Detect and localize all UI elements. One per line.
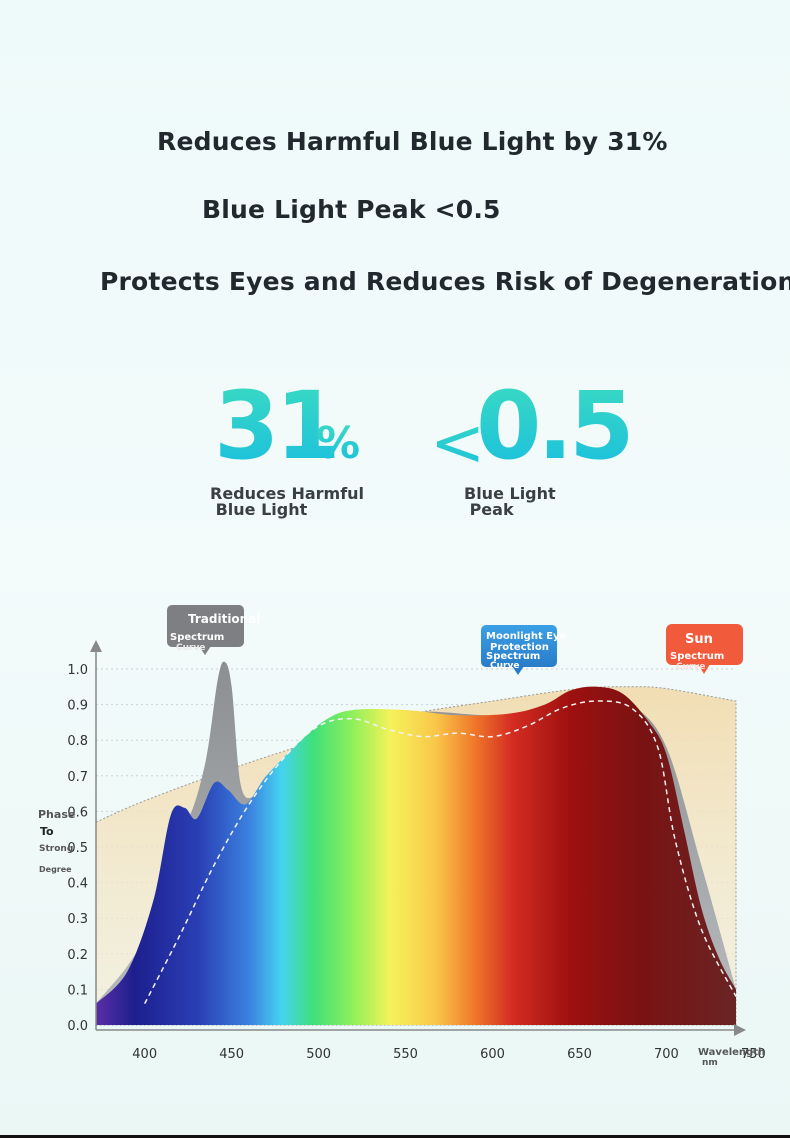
sun-curve-tag: Sun Spectrum Curve: [666, 624, 743, 674]
y-axis-label-line3: Strong: [39, 844, 73, 854]
y-tick-label: 0.3: [67, 912, 88, 927]
traditional-tag-sub1: Spectrum: [170, 632, 224, 643]
sun-tag-title: Sun: [685, 632, 713, 647]
bottom-border: [0, 1135, 790, 1138]
stat-peak-value: 0.5: [476, 372, 635, 481]
sun-tag-sub2: Curve: [676, 662, 705, 672]
headline-eye-protection: Protects Eyes and Reduces Risk of Degene…: [100, 267, 790, 296]
moonlight-tag-sub3: Curve: [490, 661, 519, 671]
x-tick-label: 450: [219, 1047, 244, 1062]
stat-31-value: 31: [214, 372, 341, 481]
stat-31-caption: Reduces Harmful Blue Light: [210, 484, 365, 519]
x-tick-label: 550: [393, 1047, 418, 1062]
stat-peak-prefix: <: [430, 404, 486, 481]
sun-tag-sub1: Spectrum: [670, 651, 724, 662]
y-tick-labels: 0.0 0.1 0.2 0.3 0.4 0.5 0.6 0.7 0.8 0.9 1.0: [67, 663, 88, 1034]
y-tick-label: 1.0: [67, 663, 88, 678]
spectrum-chart: 0.0 0.1 0.2 0.3 0.4 0.5 0.6 0.7 0.8 0.9 1.0 400 450…: [38, 605, 766, 1068]
traditional-tag-sub2: Curve: [176, 643, 205, 653]
headline-blue-light-peak: Blue Light Peak <0.5: [202, 195, 501, 224]
y-axis-label-line1: Phase: [38, 808, 75, 821]
x-tick-label: 700: [654, 1047, 679, 1062]
y-tick-label: 0.0: [67, 1019, 88, 1034]
y-tick-label: 0.6: [67, 805, 88, 820]
y-tick-label: 0.4: [67, 877, 88, 892]
y-tick-label: 0.9: [67, 699, 88, 714]
y-tick-label: 0.5: [67, 841, 88, 856]
x-tick-label: 500: [306, 1047, 331, 1062]
moonlight-tag-title: Moonlight Eye: [486, 631, 567, 642]
traditional-curve-tag: Traditional Spectrum Curve: [167, 605, 260, 655]
x-tick-label: 650: [567, 1047, 592, 1062]
stat-31-unit: %: [316, 418, 361, 469]
moonlight-tag-sub1: Protection: [490, 642, 549, 653]
x-axis-label-line2: nm: [702, 1058, 718, 1068]
y-tick-label: 0.2: [67, 948, 88, 963]
traditional-tag-title: Traditional: [188, 612, 260, 626]
x-axis-arrow: [734, 1024, 746, 1036]
moonlight-tag-sub2: Spectrum: [486, 651, 540, 662]
moonlight-spectrum-area: [96, 686, 736, 1025]
x-tick-labels: 400 450 500 550 600 650 700 750: [132, 1047, 766, 1062]
y-tick-label: 0.7: [67, 770, 88, 785]
y-axis-label-line4: Degree: [39, 865, 72, 874]
stat-peak-caption: Blue Light Peak: [464, 484, 556, 519]
reference-dashed-curve: [144, 700, 737, 1004]
x-tick-label: 600: [480, 1047, 505, 1062]
x-tick-label: 400: [132, 1047, 157, 1062]
y-tick-label: 0.1: [67, 983, 88, 998]
headline-blue-light-reduction: Reduces Harmful Blue Light by 31%: [157, 127, 668, 156]
y-axis-arrow: [90, 640, 102, 652]
x-axis-label-line1: Wavelength: [698, 1047, 765, 1058]
y-tick-label: 0.8: [67, 734, 88, 749]
x-tick-label: 750: [741, 1047, 766, 1062]
y-axis-label-line2: To: [40, 825, 54, 838]
moonlight-curve-tag: Moonlight Eye Protection Spectrum Curve: [481, 625, 567, 675]
